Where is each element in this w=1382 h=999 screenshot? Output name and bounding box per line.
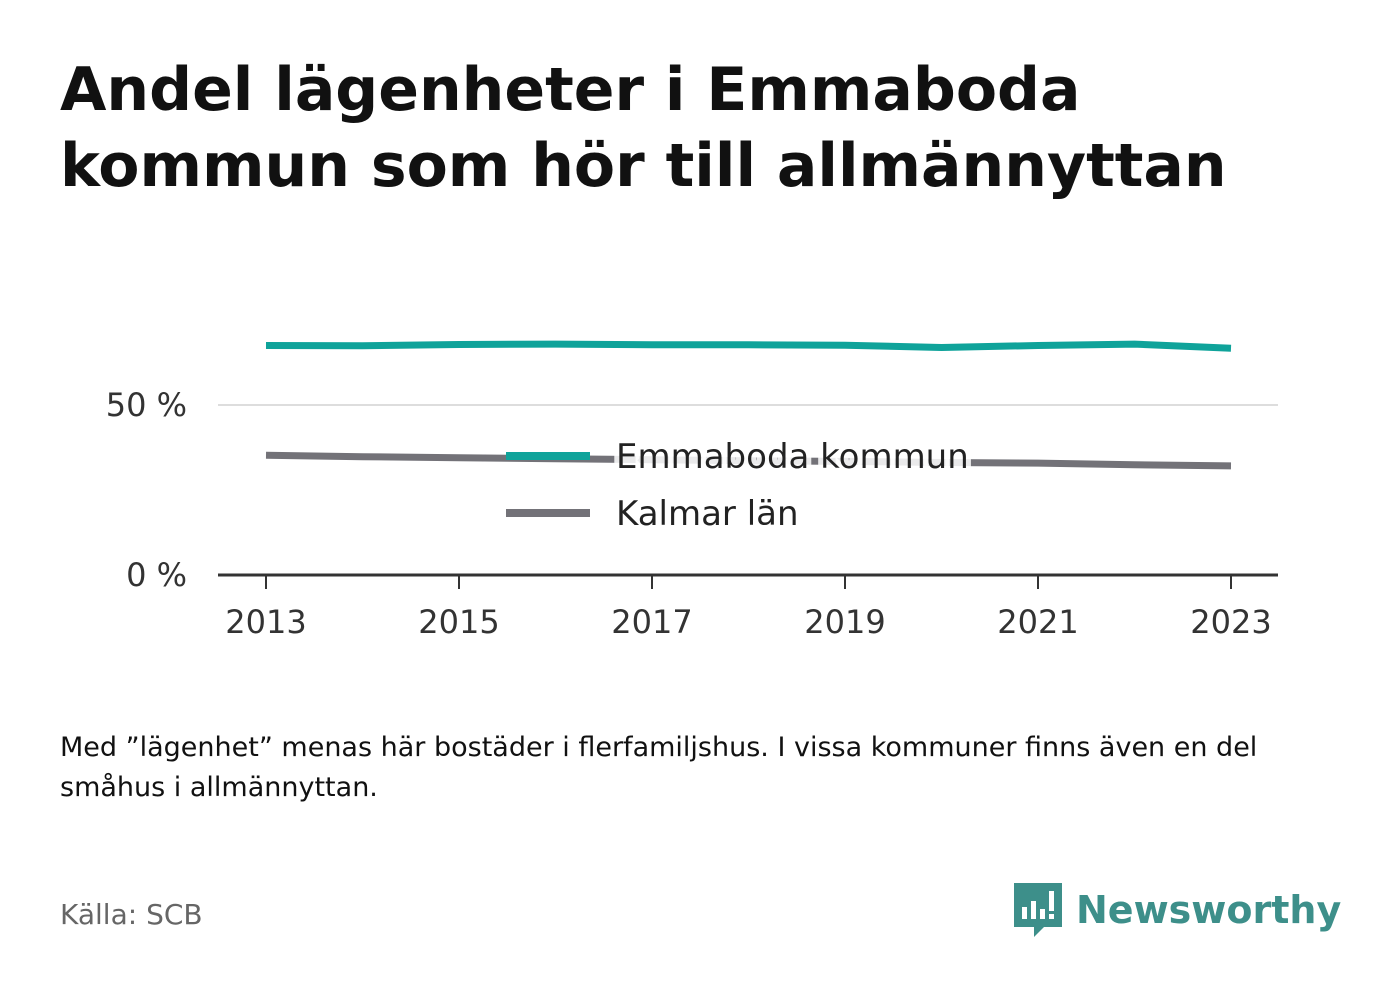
- x-tick-label: 2019: [804, 603, 885, 641]
- brand-name: Newsworthy: [1076, 888, 1342, 932]
- chart-title: Andel lägenheter i Emmaboda kommun som h…: [60, 55, 1227, 201]
- legend-label-1: Emmaboda kommun: [616, 437, 969, 477]
- x-tick-label: 2021: [997, 603, 1078, 641]
- newsworthy-logo-icon: [1014, 883, 1062, 937]
- newsworthy-logo: Newsworthy: [1010, 878, 1341, 942]
- x-tick-label: 2017: [611, 603, 692, 641]
- y-tick-label: 0 %: [126, 556, 187, 594]
- series-lines: [265, 340, 1232, 470]
- source-label: Källa: SCB: [60, 898, 203, 931]
- legend: Emmaboda kommun Kalmar län: [506, 432, 974, 539]
- line-chart: 0 % 50 % 2013 2015 2017 2019 2021 2023 Emmabod…: [106, 340, 1278, 641]
- series-line-2: [265, 451, 1232, 470]
- series-line-1: [265, 340, 1232, 352]
- x-tick-label: 2023: [1190, 603, 1271, 641]
- x-tick-label: 2015: [418, 603, 499, 641]
- x-tick-label: 2013: [225, 603, 306, 641]
- y-axis: 0 % 50 %: [106, 386, 187, 594]
- legend-label-2: Kalmar län: [616, 494, 799, 534]
- footnote: Med ”lägenhet” menas här bostäder i fler…: [60, 732, 1258, 803]
- y-tick-label: 50 %: [106, 386, 187, 424]
- x-axis: 2013 2015 2017 2019 2021 2023: [218, 573, 1278, 641]
